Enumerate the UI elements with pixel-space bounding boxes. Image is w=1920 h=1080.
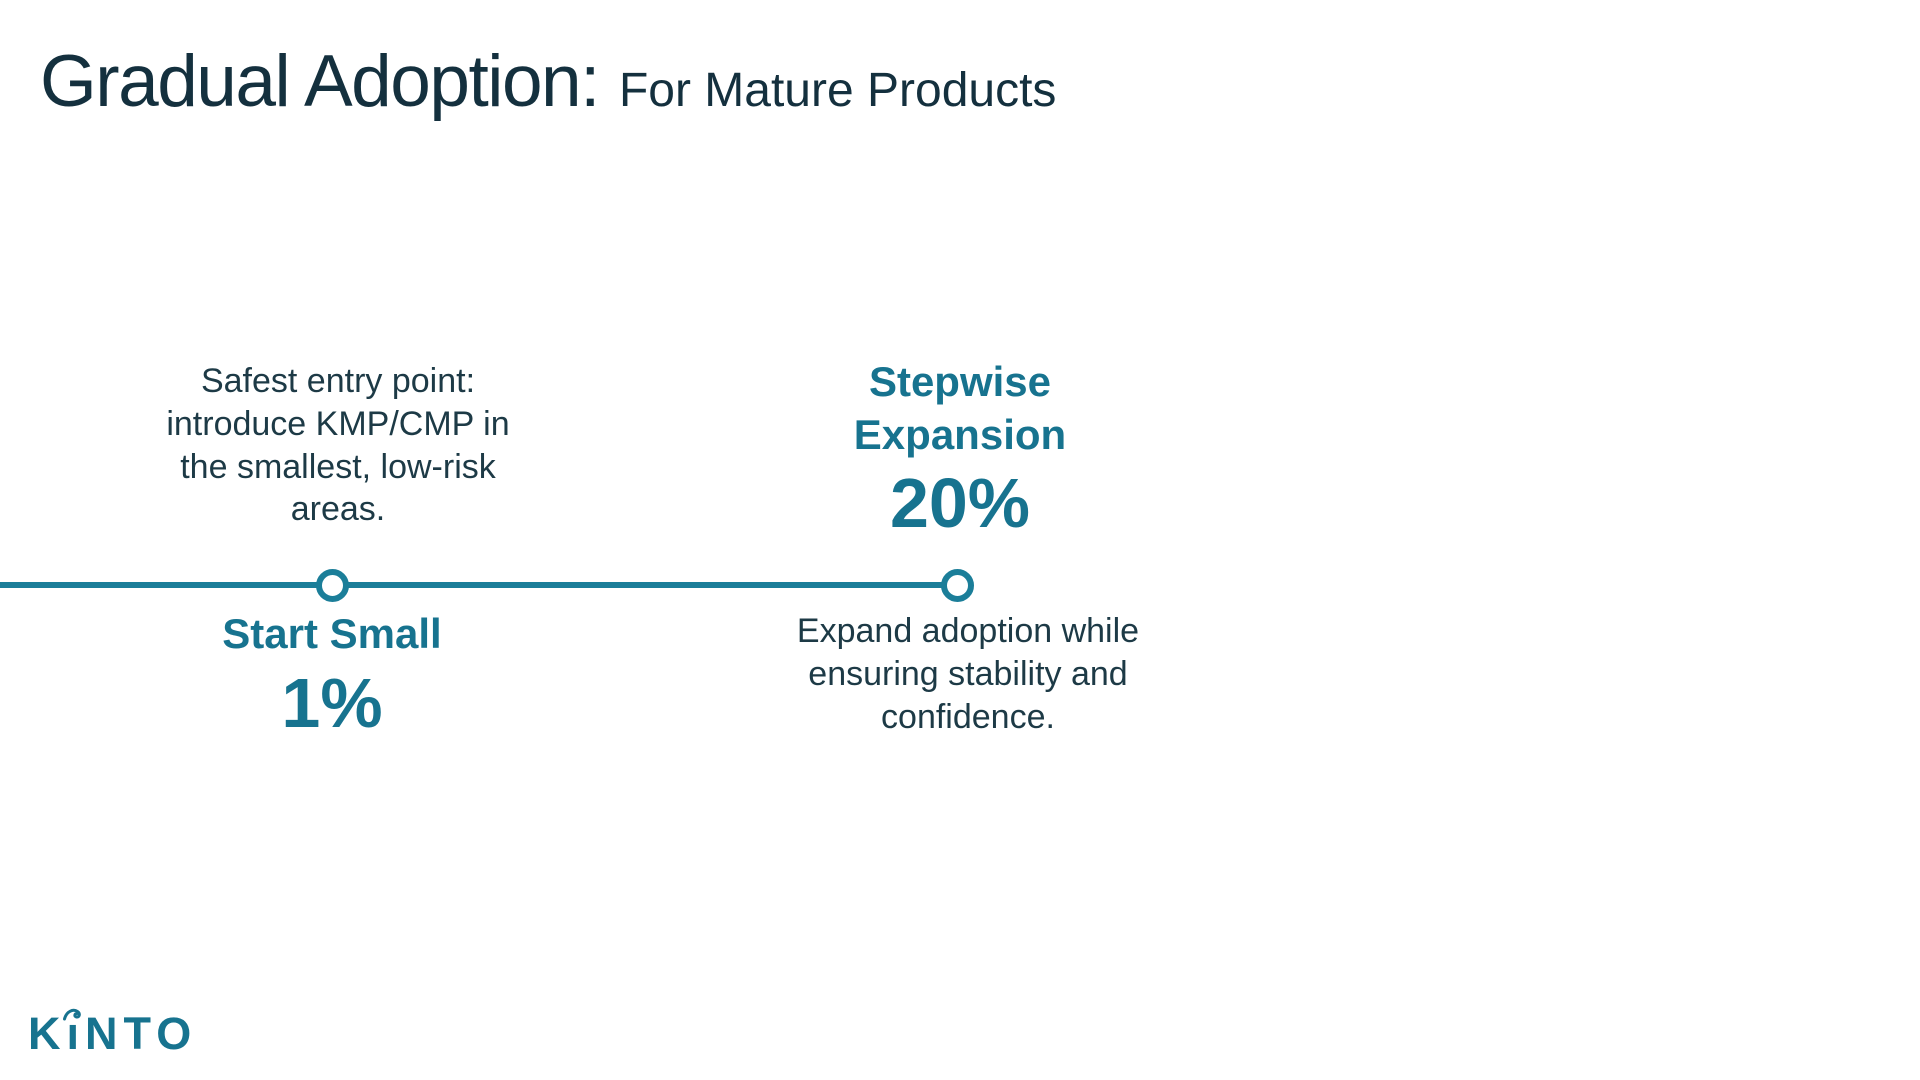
milestone-2-label-block: Stepwise Expansion 20%	[760, 356, 1160, 542]
logo-i-swirl-icon	[62, 1008, 81, 1021]
milestone-1-label: Start Small	[222, 610, 442, 657]
slide-title-row: Gradual Adoption: For Mature Products	[40, 40, 1056, 124]
milestone-2-label: Stepwise Expansion	[853, 358, 1067, 458]
page-title: Gradual Adoption:	[40, 41, 600, 122]
timeline-node-2	[941, 569, 974, 602]
milestone-1-description: Safest entry point: introduce KMP/CMP in…	[166, 362, 510, 529]
logo-letter-i-glyph: ı	[66, 1008, 86, 1059]
milestone-1-value: 1%	[281, 663, 383, 742]
timeline-node-1	[316, 569, 349, 602]
logo-letters-nto: NTO	[85, 1008, 198, 1059]
timeline-line	[0, 582, 958, 588]
logo-letter-i: ı	[62, 1005, 86, 1064]
milestone-2-description: Expand adoption while ensuring stability…	[796, 612, 1140, 736]
page-subtitle: For Mature Products	[618, 64, 1057, 117]
milestone-1-label-block: Start Small 1%	[132, 608, 532, 742]
milestone-2-value: 20%	[889, 464, 1031, 542]
logo-letter-k: K	[28, 1008, 67, 1059]
